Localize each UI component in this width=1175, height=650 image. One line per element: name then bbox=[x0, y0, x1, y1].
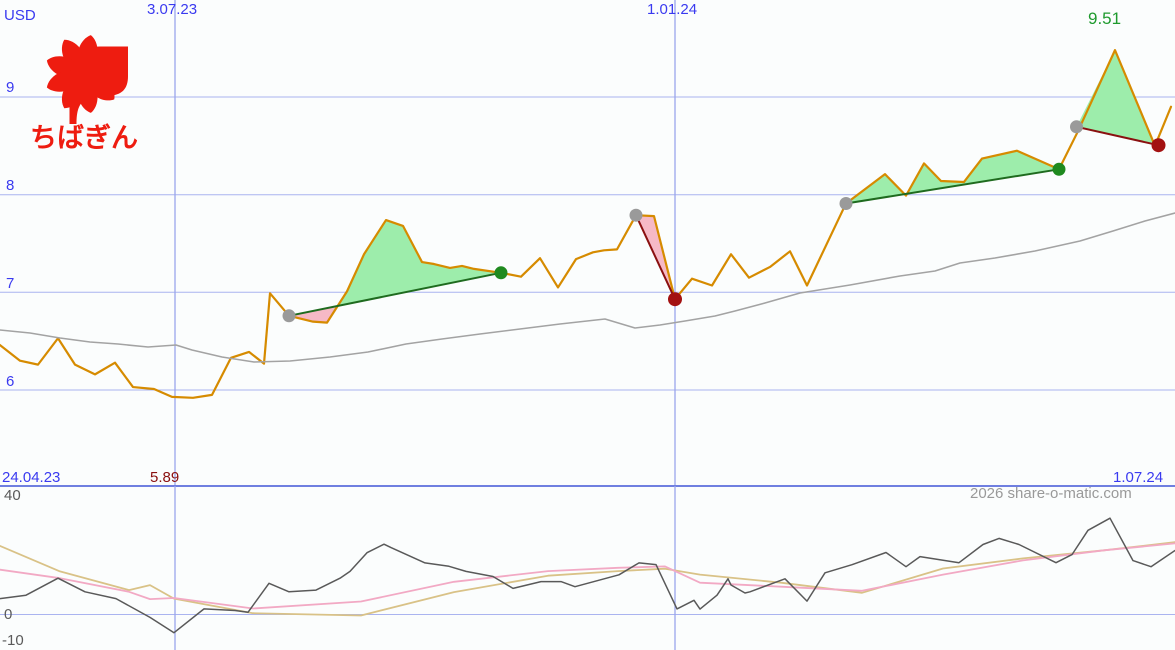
svg-text:8: 8 bbox=[6, 177, 14, 194]
svg-text:7: 7 bbox=[6, 275, 14, 292]
svg-text:1.07.24: 1.07.24 bbox=[1113, 469, 1163, 486]
svg-text:9.51: 9.51 bbox=[1088, 9, 1121, 28]
svg-text:9: 9 bbox=[6, 79, 14, 96]
svg-text:5.89: 5.89 bbox=[150, 469, 179, 486]
svg-text:1.01.24: 1.01.24 bbox=[647, 1, 697, 18]
svg-text:-10: -10 bbox=[2, 632, 24, 649]
svg-text:24.04.23: 24.04.23 bbox=[2, 469, 60, 486]
svg-text:USD: USD bbox=[4, 7, 36, 24]
svg-text:6: 6 bbox=[6, 373, 14, 390]
svg-text:3.07.23: 3.07.23 bbox=[147, 1, 197, 18]
svg-text:0: 0 bbox=[4, 606, 12, 623]
svg-text:ちばぎん: ちばぎん bbox=[30, 123, 138, 153]
svg-text:2026 share-o-matic.com: 2026 share-o-matic.com bbox=[970, 485, 1132, 502]
svg-text:40: 40 bbox=[4, 487, 21, 504]
